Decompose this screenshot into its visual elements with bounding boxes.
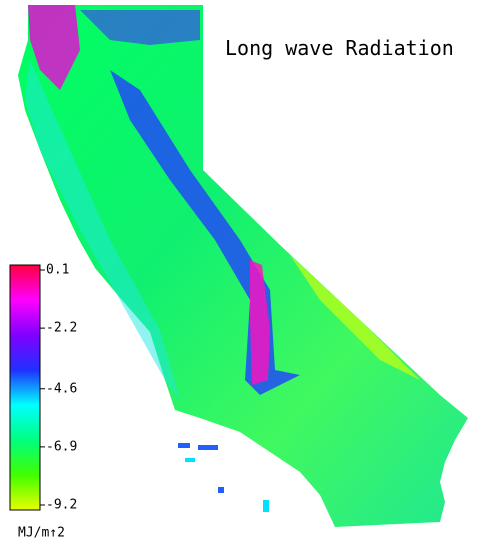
sierra-magenta xyxy=(250,260,270,385)
colorbar-tick-label: -6.9 xyxy=(46,439,77,454)
island xyxy=(218,487,224,493)
east-yellow xyxy=(290,255,420,380)
colorbar-unit: MJ/m↑2 xyxy=(18,526,65,541)
colorbar-bar xyxy=(9,264,41,511)
colorbar-tick-label: 0.1 xyxy=(46,263,69,278)
coastal-cyan xyxy=(25,60,180,400)
california-map xyxy=(18,5,468,527)
colorbar-tick-label: -4.6 xyxy=(46,381,77,396)
colorbar: 0.1 -2.2 -4.6 -6.9 -9.2 xyxy=(9,263,77,513)
colorbar-tick-label: -9.2 xyxy=(46,498,77,513)
colorbar-tick-label: -2.2 xyxy=(46,321,77,336)
island xyxy=(178,443,190,448)
island xyxy=(198,445,218,450)
island xyxy=(185,458,195,462)
map-title: Long wave Radiation xyxy=(225,36,454,60)
north-blue xyxy=(80,10,200,45)
island xyxy=(263,500,269,512)
north-magenta xyxy=(28,5,80,90)
